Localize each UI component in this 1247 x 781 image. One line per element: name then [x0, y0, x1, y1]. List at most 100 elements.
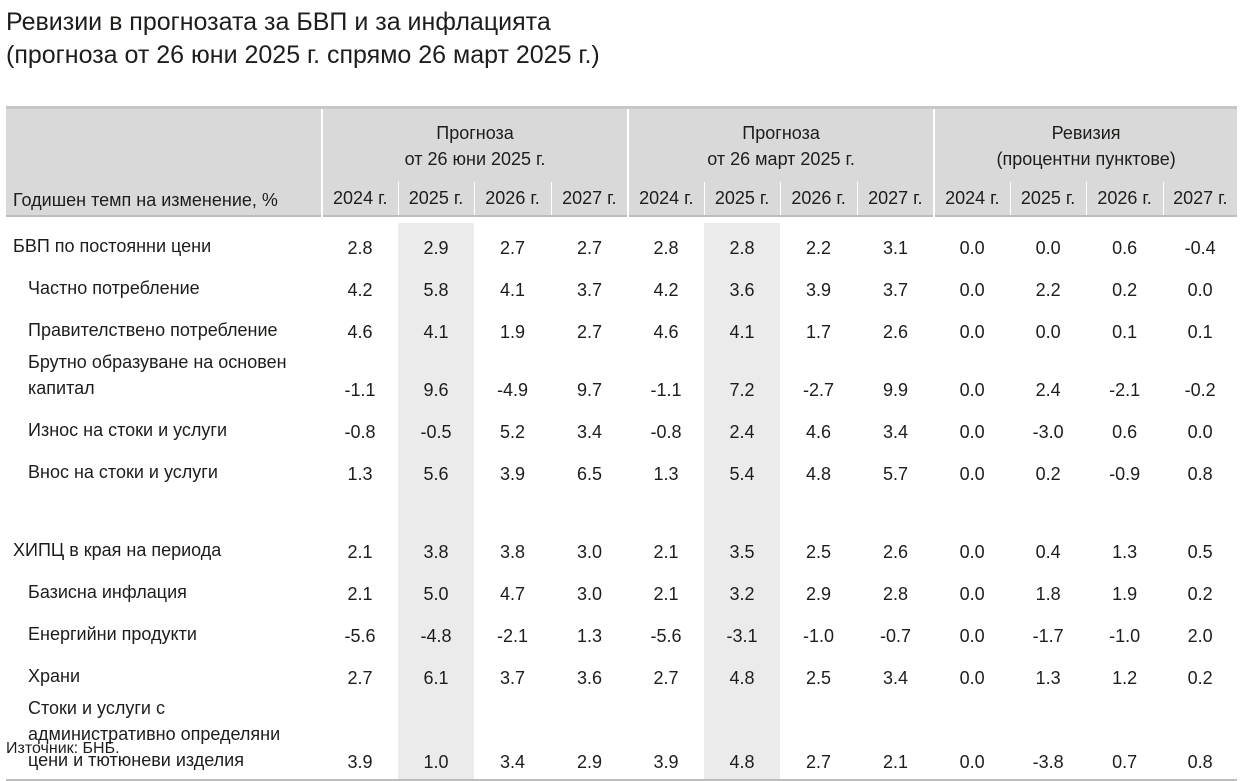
value-cell: 1.9: [499, 322, 526, 342]
value-cell: 2.1: [653, 542, 679, 562]
value-cell: 3.9: [499, 464, 526, 484]
value-cell: 0.6: [1112, 422, 1138, 442]
row-label-line: Износ на стоки и услуги: [28, 420, 228, 440]
row-label-line: ХИПЦ в края на периода: [13, 540, 222, 560]
spacer-cell: [1163, 491, 1237, 527]
value-cell: 9.7: [577, 380, 603, 400]
value-cell: 2.2: [1035, 280, 1061, 300]
value-cell: -0.8: [344, 422, 376, 442]
year-header-row: 2024 г. 2025 г. 2026 г. 2027 г. 2024 г. 2025 …: [6, 182, 1238, 216]
year-header-cell: 2025 г.: [703, 182, 781, 216]
group-header-revision: Ревизия (процентни пунктове): [933, 106, 1238, 182]
group-header-revision-line1: Ревизия: [1051, 122, 1121, 143]
row-label: Брутно образуване на основен капитал: [6, 349, 322, 407]
value-cell: 0.7: [1086, 695, 1164, 781]
page-title: Ревизии в прогнозата за БВП и за инфлаци…: [6, 6, 600, 72]
row-label: Енергийни продукти: [6, 611, 322, 653]
value-cell: 3.6: [704, 265, 781, 307]
table-row: Базисна инфлация 2.1 5.0 4.7 3.0 2.1 3.2 2.9 2.8…: [6, 569, 1237, 611]
value-cell: -0.2: [1184, 380, 1216, 400]
value-cell: 3.4: [883, 668, 909, 688]
year-header-cell: 2027 г.: [550, 182, 629, 216]
group-header-june: Прогноза от 26 юни 2025 г.: [320, 106, 629, 182]
value-cell: 4.1: [704, 307, 781, 349]
row-label: Износ на стоки и услуги: [6, 407, 322, 449]
value-cell: 1.9: [1112, 584, 1138, 604]
value-cell: 2.7: [577, 238, 603, 258]
row-label: Храни: [6, 653, 322, 695]
value-cell: 6.5: [577, 464, 603, 484]
value-cell: 2.7: [653, 668, 679, 688]
value-cell: 4.2: [653, 280, 679, 300]
value-cell: 2.0: [1187, 626, 1213, 646]
value-cell: -1.1: [344, 380, 376, 400]
value-cell: 2.6: [883, 542, 909, 562]
title-line-2: (прогноза от 26 юни 2025 г. спрямо 26 ма…: [6, 41, 600, 69]
forecast-revision-table: Годишен темп на изменение, % Прогноза от…: [6, 106, 1238, 781]
value-cell: 3.0: [577, 584, 603, 604]
row-label-line: Брутно образуване на основен: [28, 352, 287, 372]
value-cell: 6.1: [398, 653, 474, 695]
value-cell: 0.5: [1187, 542, 1213, 562]
divider-cell: [398, 215, 474, 223]
divider-cell: [1163, 215, 1238, 223]
value-cell: -4.8: [398, 611, 474, 653]
value-cell: 3.4: [577, 422, 603, 442]
row-label-line: Правителствено потребление: [28, 320, 278, 340]
value-cell: 3.9: [628, 695, 705, 781]
value-cell: -3.8: [1010, 695, 1087, 781]
value-cell: 0.1: [1187, 322, 1213, 342]
value-cell: -2.1: [1109, 380, 1141, 400]
divider-cell: [6, 215, 322, 223]
row-label-line: Енергийни продукти: [28, 624, 197, 644]
value-cell: 2.4: [1035, 380, 1061, 400]
value-cell: -1.0: [803, 626, 835, 646]
value-cell: 0.0: [959, 584, 985, 604]
value-cell: 0.0: [1187, 422, 1213, 442]
spacer-cell: [551, 491, 628, 527]
source-note: Източник: БНБ.: [6, 740, 120, 757]
divider-cell: [704, 215, 781, 223]
value-cell: 0.6: [1112, 238, 1138, 258]
row-label: Базисна инфлация: [6, 569, 322, 611]
row-label-line: БВП по постоянни цени: [13, 236, 212, 256]
value-cell: 2.6: [883, 322, 909, 342]
value-cell: 2.9: [551, 695, 629, 781]
value-cell: 0.0: [1035, 322, 1061, 342]
value-cell: 3.2: [704, 569, 781, 611]
value-cell: -0.7: [880, 626, 912, 646]
divider-cell: [551, 215, 629, 223]
value-cell: 0.1: [1112, 322, 1138, 342]
value-cell: 0.2: [1187, 668, 1213, 688]
value-cell: 3.4: [474, 695, 551, 781]
value-cell: 5.2: [499, 422, 526, 442]
spacer-cell: [780, 491, 857, 527]
spacer-cell: [474, 491, 551, 527]
value-cell: 0.8: [1187, 464, 1213, 484]
spacer-cell: [1010, 491, 1086, 527]
divider-cell: [474, 215, 551, 223]
value-cell: 4.1: [398, 307, 474, 349]
value-cell: 4.2: [347, 280, 373, 300]
divider-cell: [628, 215, 705, 223]
row-label: Стоки и услуги с административно определя…: [6, 695, 322, 781]
group-header-march-line1: Прогноза: [742, 122, 820, 143]
value-cell: 5.4: [704, 449, 781, 491]
row-label: Правителствено потребление: [6, 307, 322, 349]
table-row: Брутно образуване на основен капитал -1.1 9…: [6, 349, 1237, 407]
value-cell: 0.0: [959, 668, 985, 688]
spacer-cell: [1086, 491, 1163, 527]
value-cell: 3.8: [499, 542, 526, 562]
value-cell: 5.8: [398, 265, 474, 307]
value-cell: 1.3: [347, 464, 373, 484]
value-cell: 2.7: [780, 695, 858, 781]
value-cell: 5.7: [883, 464, 909, 484]
year-header-cell: 2024 г.: [627, 182, 705, 216]
value-cell: 9.9: [883, 380, 909, 400]
spacer-cell: [628, 491, 704, 527]
value-cell: 2.9: [398, 223, 474, 265]
row-label-line: Частно потребление: [28, 278, 200, 298]
row-label-line: Внос на стоки и услуги: [28, 462, 218, 482]
row-label-line: капитал: [28, 378, 95, 398]
value-cell: 0.2: [1112, 280, 1138, 300]
